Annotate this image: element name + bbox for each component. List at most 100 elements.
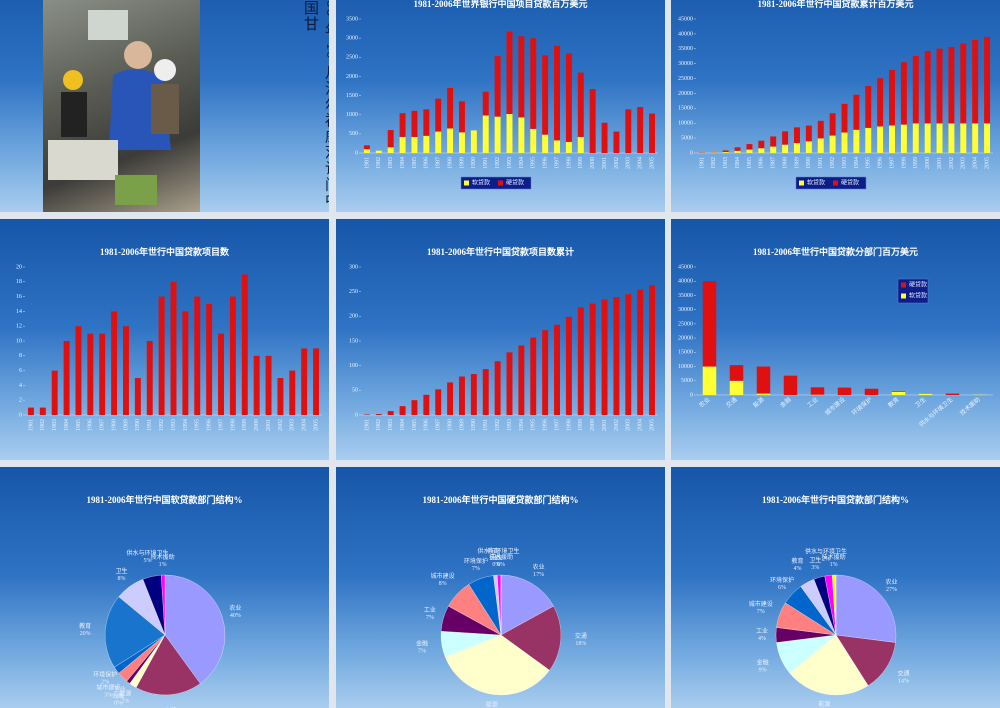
bar [483, 369, 489, 415]
y-tick-label: 2 [19, 398, 22, 404]
bar [770, 136, 776, 146]
chart-title: 1981-2006年世行中国硬贷款部门结构% [423, 494, 579, 505]
bar [758, 148, 764, 153]
x-tick-label: 环境保护 [850, 395, 874, 417]
bar [946, 394, 960, 395]
x-tick-label: 1999 [578, 419, 584, 431]
x-tick-label: 2003 [626, 157, 632, 169]
bar [459, 101, 465, 132]
bar [919, 394, 933, 395]
bar [960, 123, 966, 153]
bar [301, 348, 307, 415]
bar [542, 55, 548, 134]
legend-swatch [799, 181, 804, 186]
bar [206, 304, 212, 415]
x-tick-label: 1986 [424, 157, 430, 169]
x-tick-label: 2005 [649, 419, 655, 431]
bar [602, 300, 608, 415]
bar [400, 406, 406, 415]
legend-label: 软贷款 [807, 178, 825, 186]
bar [730, 365, 744, 381]
bar [471, 130, 477, 153]
pie-value-label: 0% [114, 701, 122, 707]
bar [495, 361, 501, 415]
bar [984, 123, 990, 153]
pie-label: 卫生 [809, 556, 821, 564]
x-tick-label: 1983 [52, 419, 58, 431]
pie-value-label: 2% [101, 679, 109, 685]
chart-title: 1981-2006年世行中国贷款项目数 [100, 246, 230, 257]
bar [495, 117, 501, 153]
y-tick-label: 45000 [678, 264, 693, 270]
bar [853, 95, 859, 130]
x-tick-label: 1990 [471, 157, 477, 169]
bar [242, 274, 248, 415]
pie-value-label: 27% [886, 587, 897, 593]
x-tick-label: 1997 [218, 419, 224, 431]
y-tick-label: 16 [16, 294, 22, 300]
y-tick-label: 35000 [678, 293, 693, 299]
bar [757, 394, 771, 395]
x-tick-label: 1994 [854, 157, 860, 169]
bar [554, 325, 560, 415]
bar [794, 143, 800, 153]
legend-label: 硬贷款 [506, 178, 524, 186]
bar [625, 294, 631, 415]
bar [937, 49, 943, 124]
chart-slide: 1981-2006年世行中国硬贷款部门结构%农业17%交通18%能源34%金融7… [336, 467, 665, 708]
bar [746, 144, 752, 150]
x-tick-label: 2005 [649, 157, 655, 169]
x-tick-label: 1991 [147, 419, 153, 431]
y-tick-label: 10000 [678, 121, 693, 127]
x-tick-label: 城市建设 [823, 395, 847, 417]
x-tick-label: 1998 [230, 419, 236, 431]
y-tick-label: 45000 [678, 16, 693, 22]
bar [948, 123, 954, 153]
bar [376, 151, 382, 153]
y-tick-label: 0 [690, 150, 693, 156]
y-tick-label: 300 [349, 264, 358, 270]
x-tick-label: 1991 [483, 419, 489, 431]
bar [423, 136, 429, 153]
pie-label: 工业 [756, 627, 768, 635]
bar [388, 130, 394, 147]
y-tick-label: 5000 [681, 378, 693, 384]
y-tick-label: 0 [355, 150, 358, 156]
x-tick-label: 1983 [723, 157, 729, 169]
bar [901, 62, 907, 124]
bar [459, 132, 465, 153]
bar [925, 123, 931, 153]
y-tick-label: 35000 [678, 46, 693, 52]
pie-value-label: 7% [472, 566, 480, 572]
y-tick-label: 14 [16, 309, 22, 315]
y-tick-label: 30000 [678, 61, 693, 67]
x-tick-label: 1993 [507, 419, 513, 431]
pie-label: 环境保护 [770, 576, 794, 584]
pie-value-label: 7% [426, 615, 434, 621]
bar [723, 152, 729, 153]
y-tick-label: 2000 [346, 74, 358, 80]
pie-label: 技术援助 [489, 553, 513, 561]
x-tick-label: 1981 [364, 419, 370, 431]
bar [770, 147, 776, 153]
bar [518, 117, 524, 153]
x-tick-label: 1987 [100, 419, 106, 431]
x-tick-label: 2002 [949, 157, 955, 169]
legend-swatch [464, 181, 469, 186]
y-tick-label: 25000 [678, 76, 693, 82]
legend-label: 硬贷款 [909, 280, 927, 288]
pie-value-label: 3% [104, 692, 112, 698]
bar [892, 392, 906, 395]
y-tick-label: 100 [349, 363, 358, 369]
bar [171, 282, 177, 415]
bar [87, 334, 93, 415]
bar [423, 109, 429, 135]
chart: 1981-2006年世行中国贷款分部门百万美元05000100001500020… [671, 219, 1000, 460]
bar [52, 371, 58, 415]
bar [613, 132, 619, 153]
y-tick-label: 200 [349, 314, 358, 320]
y-tick-label: 15000 [678, 106, 693, 112]
chart-slide: 1981-2006年世行中国软贷款部门结构%农业40%交通18%能源2%金融0%… [0, 467, 329, 708]
x-tick-label: 2005 [313, 419, 319, 431]
y-tick-label: 6 [19, 368, 22, 374]
